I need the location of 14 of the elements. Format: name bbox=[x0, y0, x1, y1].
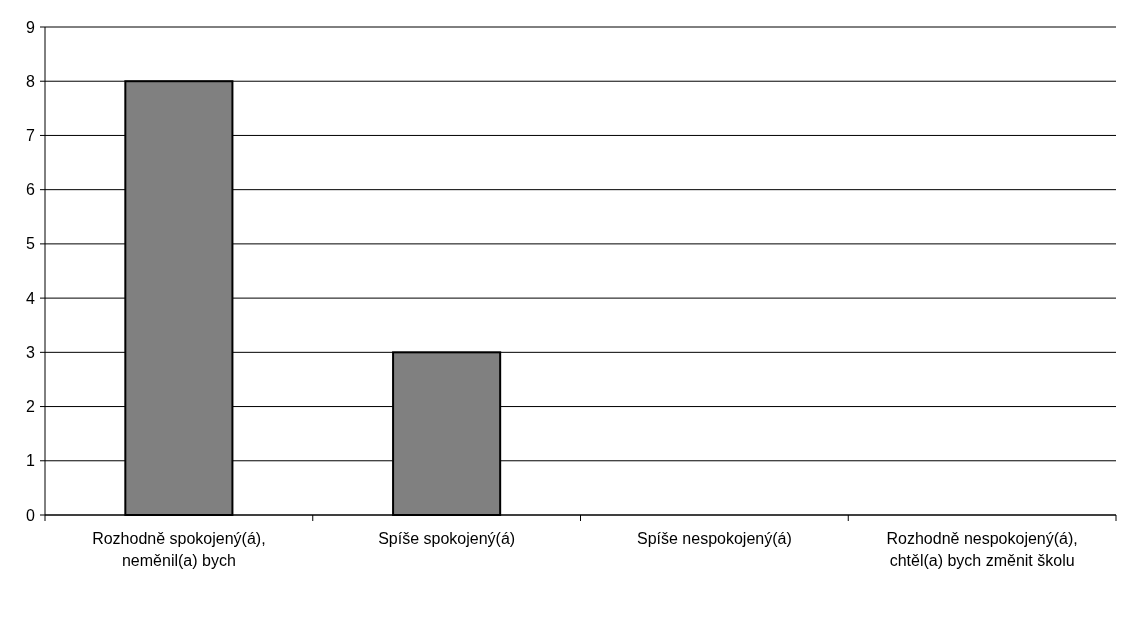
y-tick-label: 5 bbox=[26, 235, 36, 253]
y-tick-label: 8 bbox=[26, 72, 36, 90]
y-tick-label: 6 bbox=[26, 181, 36, 199]
x-tick-label: Spíše nespokojený(á) bbox=[636, 530, 792, 547]
y-tick-label: 9 bbox=[26, 18, 36, 36]
y-tick-label: 0 bbox=[26, 506, 36, 524]
y-tick-label: 3 bbox=[26, 343, 36, 361]
x-tick-label: Spíše spokojený(á) bbox=[378, 530, 516, 547]
x-tick-label: Rozhodně nespokojený(á), chtěl(a) bych změnit školu bbox=[886, 530, 1078, 569]
y-tick-label: 4 bbox=[26, 289, 36, 307]
y-tick-label: 1 bbox=[26, 452, 36, 470]
y-tick-label: 2 bbox=[26, 398, 36, 416]
x-tick-label: Rozhodně spokojený(á), neměnil(a) bych bbox=[92, 530, 266, 569]
y-tick-label: 7 bbox=[26, 127, 36, 145]
